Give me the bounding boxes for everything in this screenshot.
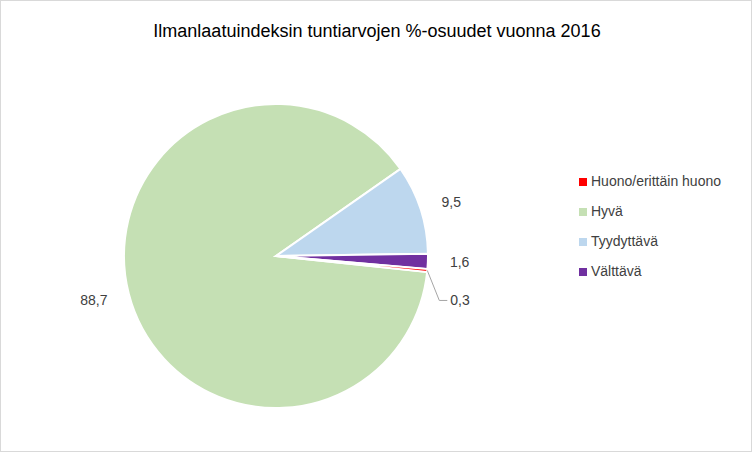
svg-text:9,5: 9,5 [442, 194, 462, 210]
html-text:Välttävä: Välttävä [591, 263, 642, 279]
svg-text:0,3: 0,3 [450, 292, 470, 308]
html-text:Tyydyttävä: Tyydyttävä [591, 233, 658, 249]
html-text:Huono/erittäin huono: Huono/erittäin huono [591, 173, 721, 189]
html-text:Ilmanlaatuindeksin tuntiarvoje: Ilmanlaatuindeksin tuntiarvojen %-osuude… [153, 21, 601, 41]
svg-text:88,7: 88,7 [80, 292, 107, 308]
svg-text:1,6: 1,6 [450, 254, 470, 270]
html-text:Hyvä: Hyvä [591, 203, 623, 219]
